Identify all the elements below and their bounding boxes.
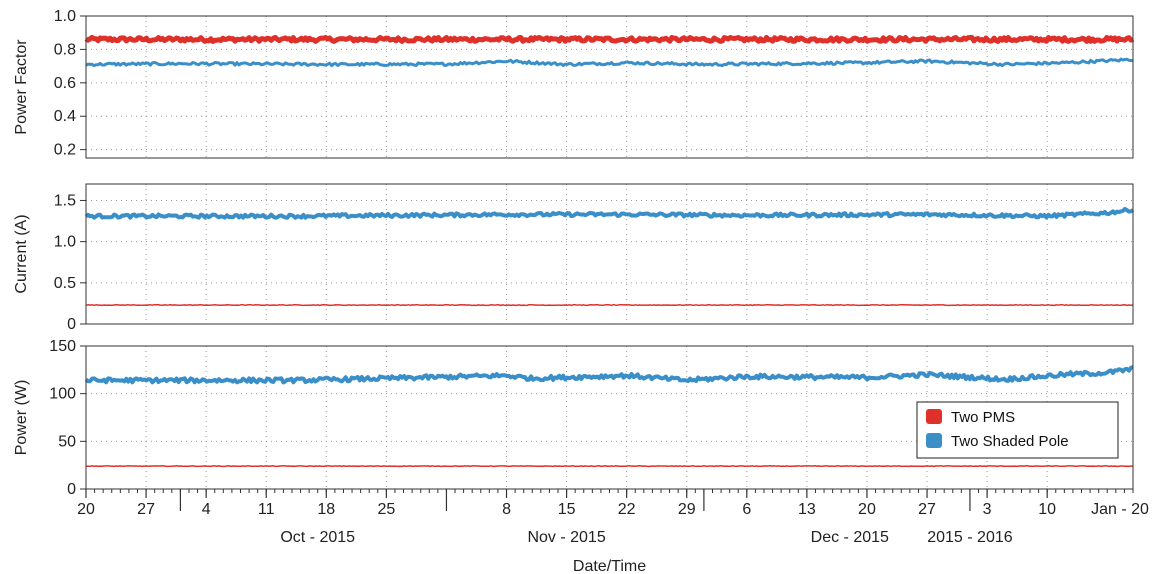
- series-line-pms: [84, 34, 1135, 44]
- legend-label-pms: Two PMS: [951, 409, 1015, 426]
- y-tick-label: 0.6: [54, 75, 76, 92]
- x-tick-label: 27: [918, 501, 936, 518]
- x-axis-label: Date/Time: [573, 558, 646, 574]
- y-tick-label: 0.8: [54, 41, 76, 58]
- y-tick-label: 0.5: [54, 275, 76, 292]
- x-month-label: 2015 - 2016: [927, 529, 1013, 546]
- x-tick-label: 20: [858, 501, 876, 518]
- panel-2: 0 0.5 1.0 1.5 Current (A): [13, 183, 1135, 333]
- panels-layer: 0.2 0.4 0.6 0.8 1.0 Power Factor 0 0.5 1.0 1.5 Cur…: [13, 8, 1135, 498]
- y-tick-label: 1.5: [54, 192, 76, 209]
- y-axis-label: Power (W): [13, 380, 30, 456]
- legend-swatch-pms: [926, 409, 942, 424]
- x-tick-label: 6: [742, 501, 751, 518]
- series-line-shaded: [85, 57, 1134, 68]
- x-axis: 20 27 4 11 18 25 8 15 22 29 6 13 20 27 3 10 Jan - 20 Oct …: [77, 489, 1149, 574]
- y-tick-label: 100: [49, 386, 76, 403]
- legend-label-shaded: Two Shaded Pole: [951, 433, 1069, 450]
- x-tick-label: 27: [137, 501, 155, 518]
- legend-box: [916, 401, 1119, 459]
- x-tick-label: 11: [258, 501, 275, 518]
- x-tick-label: 3: [983, 501, 992, 518]
- legend: Two PMS Two Shaded Pole: [916, 401, 1119, 459]
- plot-frame: [85, 15, 1134, 159]
- y-tick-label: 1.0: [54, 234, 76, 251]
- y-tick-label: 150: [49, 338, 76, 355]
- x-tick-label: 15: [558, 501, 576, 518]
- y-tick-label: 0: [67, 481, 76, 498]
- x-tick-label: 22: [618, 501, 636, 518]
- y-axis-label: Power Factor: [13, 39, 30, 135]
- series-line-shaded: [84, 206, 1135, 220]
- series-line-pms: [85, 465, 1133, 468]
- plot-frame: [85, 183, 1134, 325]
- y-tick-label: 50: [58, 433, 76, 450]
- series-line-shaded: [84, 365, 1134, 385]
- x-tick-label: 29: [678, 501, 696, 518]
- x-tick-label: 4: [202, 501, 211, 518]
- y-axis-label: Current (A): [13, 214, 30, 293]
- legend-swatch-shaded: [926, 433, 942, 448]
- x-end-label: Jan - 20: [1091, 501, 1149, 518]
- y-tick-label: 0: [67, 316, 76, 333]
- y-tick-label: 0.4: [54, 108, 76, 125]
- x-tick-label: 18: [317, 501, 335, 518]
- series-line-pms: [85, 303, 1134, 307]
- x-month-label: Nov - 2015: [527, 529, 605, 546]
- y-tick-label: 0.2: [54, 142, 76, 159]
- panel-1: 0.2 0.4 0.6 0.8 1.0 Power Factor: [13, 8, 1135, 159]
- x-month-label: Oct - 2015: [280, 529, 355, 546]
- x-month-label: Dec - 2015: [811, 529, 889, 546]
- x-tick-label: 8: [502, 501, 511, 518]
- x-tick-label: 13: [798, 501, 816, 518]
- y-tick-label: 1.0: [54, 8, 76, 25]
- x-tick-label: 20: [77, 501, 95, 518]
- x-tick-label: 25: [377, 501, 395, 518]
- x-tick-label: 10: [1038, 501, 1056, 518]
